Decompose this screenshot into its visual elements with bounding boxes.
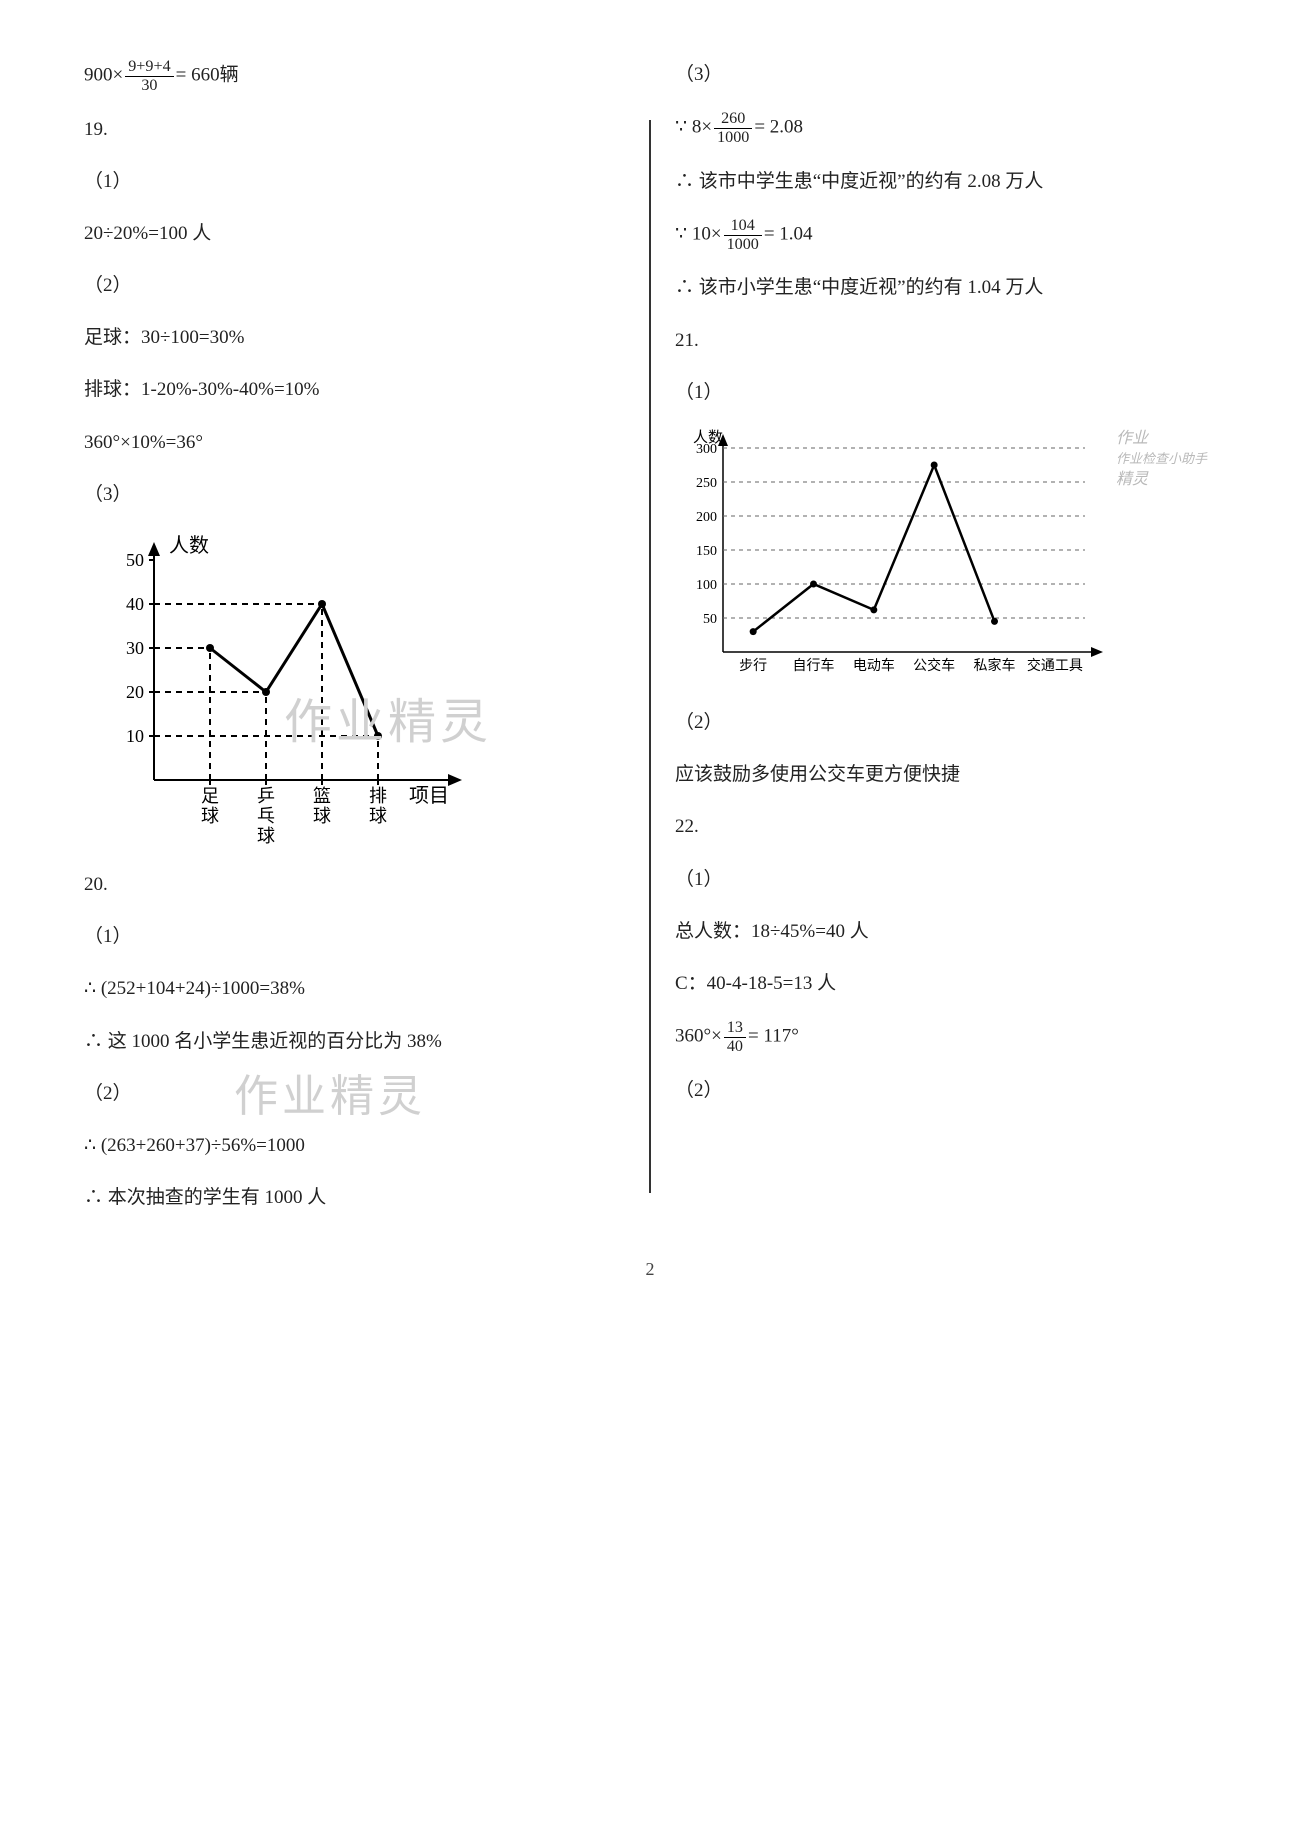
q22-1b: C：40-4-18-5=13 人 <box>675 967 1216 1001</box>
q20-heading: 20. <box>84 868 625 902</box>
r-part3-label: （3） <box>675 58 1216 92</box>
svg-text:项目: 项目 <box>409 785 449 807</box>
stamp: 作业 作业检查小助手 精灵 <box>1116 428 1226 491</box>
svg-text:40: 40 <box>126 594 144 614</box>
svg-text:自行车: 自行车 <box>793 657 835 674</box>
q22-part2-label: （2） <box>675 1074 1216 1108</box>
q22-1c: 360°×1340= 117° <box>675 1019 1216 1056</box>
svg-text:公交车: 公交车 <box>913 657 955 674</box>
r3b: ∴ 该市中学生患“中度近视”的约有 2.08 万人 <box>675 165 1216 199</box>
svg-text:250: 250 <box>696 476 717 491</box>
svg-text:150: 150 <box>696 544 717 559</box>
q19-1-text: 20÷20%=100 人 <box>84 217 625 251</box>
page-number: 2 <box>60 1253 1240 1285</box>
svg-text:球: 球 <box>257 826 275 846</box>
r3d: ∴ 该市小学生患“中度近视”的约有 1.04 万人 <box>675 271 1216 305</box>
chart2-line: 人数50100150200250300步行自行车电动车公交车私家车交通工具 <box>675 428 1105 688</box>
chart2-wrapper: 人数50100150200250300步行自行车电动车公交车私家车交通工具 作业… <box>675 428 1216 688</box>
svg-text:200: 200 <box>696 510 717 525</box>
q19-2c: 360°×10%=36° <box>84 426 625 460</box>
q21-heading: 21. <box>675 324 1216 358</box>
right-column: （3） ∵ 8×2601000= 2.08 ∴ 该市中学生患“中度近视”的约有 … <box>651 40 1240 1233</box>
q19-2b: 排球：1-20%-30%-40%=10% <box>84 373 625 407</box>
q20-1b: ∴ 这 1000 名小学生患近视的百分比为 38% <box>84 1025 625 1059</box>
r3c: ∵ 10×1041000= 1.04 <box>675 217 1216 254</box>
svg-text:交通工具: 交通工具 <box>1027 657 1083 674</box>
q22-1a: 总人数：18÷45%=40 人 <box>675 915 1216 949</box>
svg-text:球: 球 <box>201 806 219 826</box>
eq-18: 900×9+9+430= 660辆 <box>84 58 625 95</box>
q20-part2-wrap: （2） 作业精灵 <box>84 1077 625 1111</box>
q20-part1-label: （1） <box>84 920 625 954</box>
q19-2a: 足球：30÷100=30% <box>84 321 625 355</box>
svg-text:50: 50 <box>703 612 717 627</box>
page: 900×9+9+430= 660辆 19. （1） 20÷20%=100 人 （… <box>60 40 1240 1233</box>
svg-text:私家车: 私家车 <box>974 657 1016 674</box>
svg-text:排: 排 <box>369 786 387 806</box>
r3a: ∵ 8×2601000= 2.08 <box>675 110 1216 147</box>
svg-text:300: 300 <box>696 442 717 457</box>
svg-text:篮: 篮 <box>313 786 331 806</box>
q20-part2-label: （2） <box>84 1077 625 1111</box>
q21-part1-label: （1） <box>675 376 1216 410</box>
q19-heading: 19. <box>84 113 625 147</box>
svg-text:球: 球 <box>369 806 387 826</box>
chart1-line: 人数项目1020304050足球乒乓球篮球排球 <box>84 530 464 850</box>
q21-part2-label: （2） <box>675 706 1216 740</box>
q20-1a: ∴ (252+104+24)÷1000=38% <box>84 972 625 1006</box>
q21-2: 应该鼓励多使用公交车更方便快捷 <box>675 758 1216 792</box>
q20-2a: ∴ (263+260+37)÷56%=1000 <box>84 1129 625 1163</box>
svg-text:电动车: 电动车 <box>853 657 895 674</box>
chart1-wrapper: 人数项目1020304050足球乒乓球篮球排球 作业精灵 <box>84 530 625 850</box>
svg-text:乒: 乒 <box>257 786 275 806</box>
q22-heading: 22. <box>675 810 1216 844</box>
svg-text:步行: 步行 <box>739 658 767 674</box>
svg-text:20: 20 <box>126 682 144 702</box>
q22-part1-label: （1） <box>675 863 1216 897</box>
svg-text:人数: 人数 <box>169 534 209 557</box>
svg-text:10: 10 <box>126 726 144 746</box>
q19-part2-label: （2） <box>84 269 625 303</box>
q19-part3-label: （3） <box>84 478 625 512</box>
svg-text:100: 100 <box>696 578 717 593</box>
svg-text:乓: 乓 <box>257 806 275 826</box>
q20-2b: ∴ 本次抽查的学生有 1000 人 <box>84 1181 625 1215</box>
svg-text:球: 球 <box>313 806 331 826</box>
q19-part1-label: （1） <box>84 165 625 199</box>
svg-text:足: 足 <box>201 786 219 806</box>
left-column: 900×9+9+430= 660辆 19. （1） 20÷20%=100 人 （… <box>60 40 649 1233</box>
svg-text:50: 50 <box>126 550 144 570</box>
svg-text:30: 30 <box>126 638 144 658</box>
